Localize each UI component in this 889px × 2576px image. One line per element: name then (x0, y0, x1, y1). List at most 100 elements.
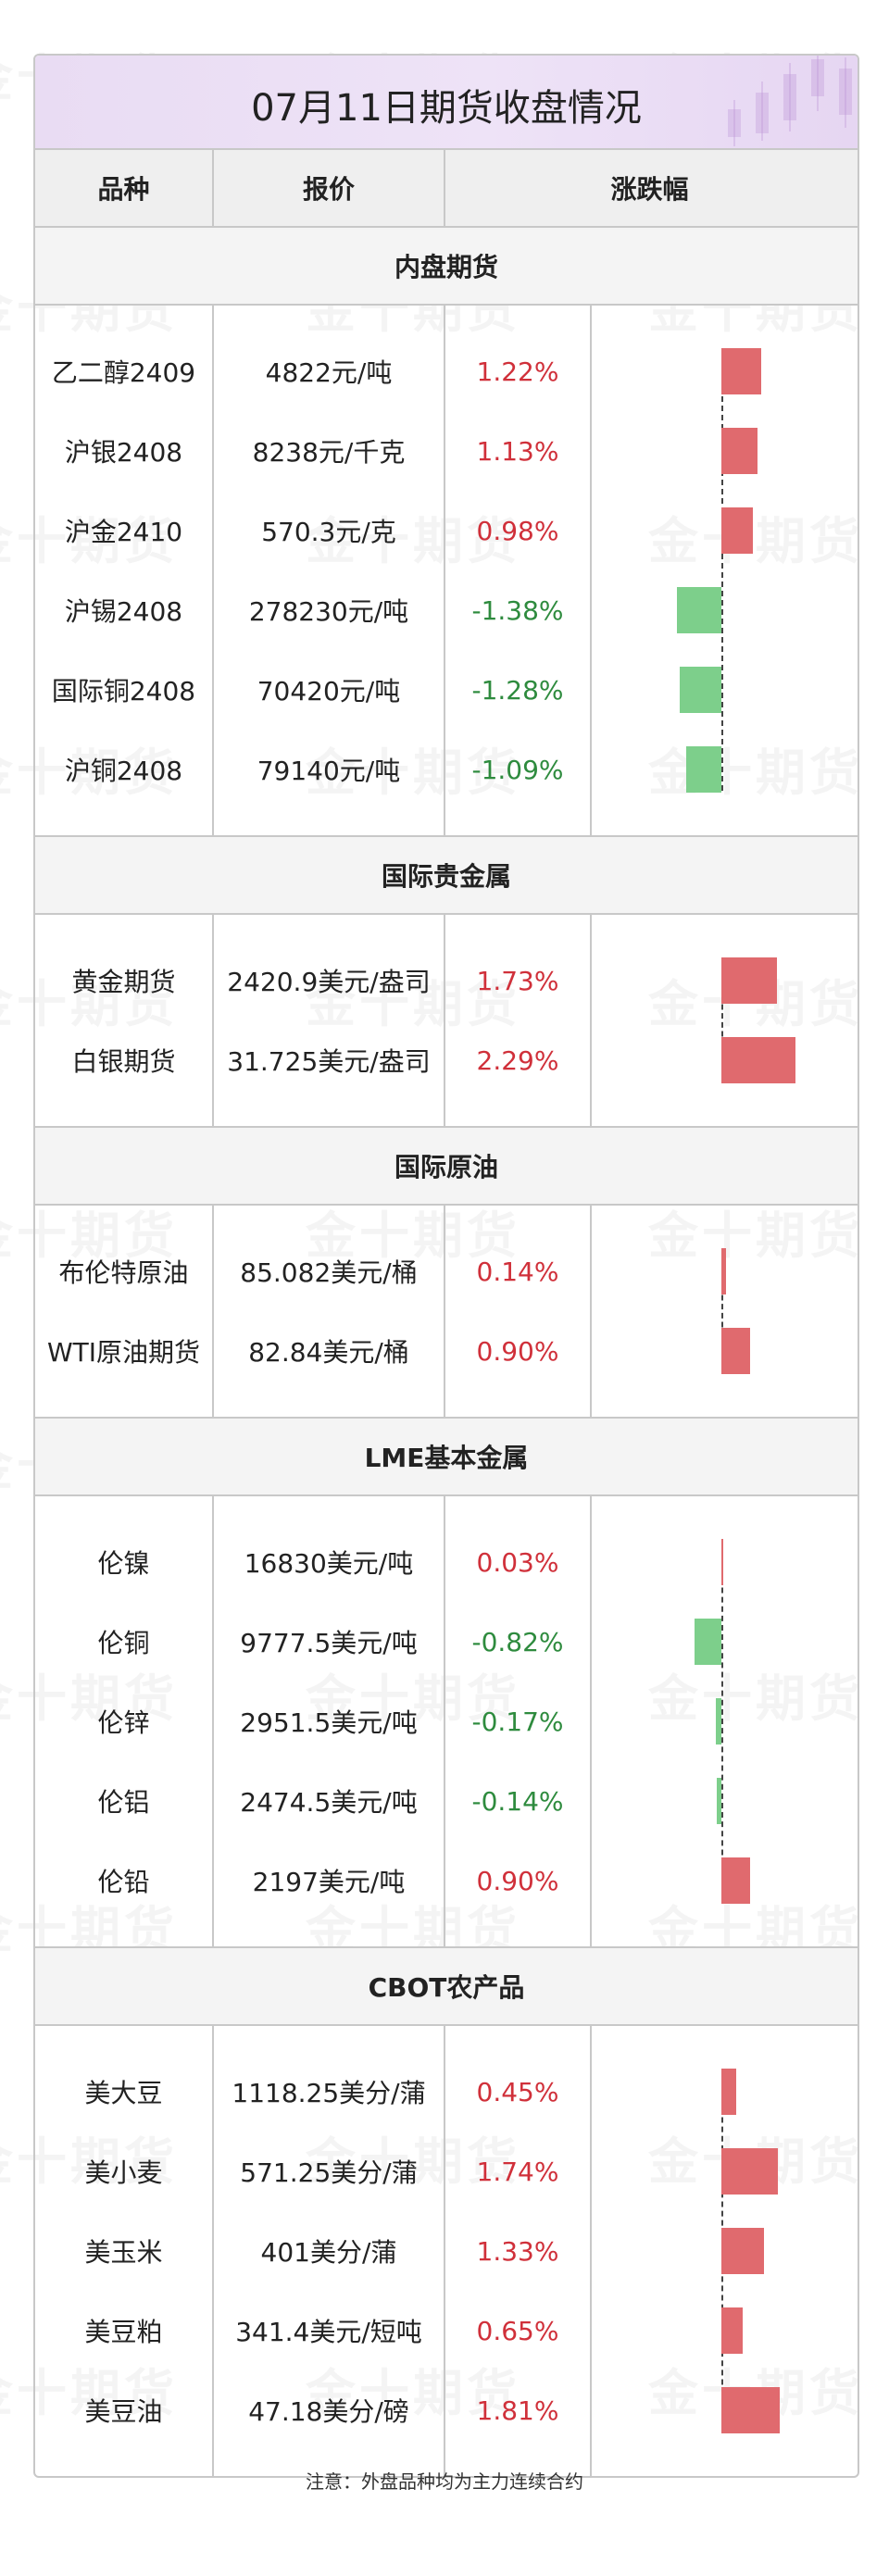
price-value: 9777.5美元/吨 (240, 1628, 418, 1658)
change-bar (716, 1698, 721, 1744)
price-value: 79140元/吨 (257, 756, 401, 786)
section-title: 内盘期货 (35, 228, 858, 306)
bar-column (592, 306, 854, 835)
bar-row (592, 941, 854, 1020)
change-column: 1.22% 1.13% 0.98% -1.38% -1.28% -1.09% (445, 306, 592, 835)
price-value: 85.082美元/桶 (240, 1257, 418, 1288)
bar-chart (592, 1522, 854, 1920)
variety-column: 美大豆 美小麦 美玉米 美豆粕 美豆油 (35, 2026, 214, 2476)
price-value: 571.25美分/蒲 (240, 2157, 418, 2188)
bar-row (592, 1020, 854, 1100)
price-column: 2420.9美元/盎司 31.725美元/盎司 (214, 915, 445, 1126)
bar-row (592, 2370, 854, 2450)
bar-row (592, 2052, 854, 2132)
bar-column (592, 1206, 854, 1417)
change-bar (721, 2307, 743, 2354)
bar-row (592, 2132, 854, 2211)
change-percent: -0.14% (471, 1785, 564, 1817)
variety-name: 伦镍 (97, 1548, 150, 1579)
price-value: 570.3元/克 (261, 517, 396, 547)
variety-column: 黄金期货 白银期货 (35, 915, 214, 1126)
price-value: 70420元/吨 (257, 676, 401, 707)
change-percent: 0.90% (476, 1865, 559, 1896)
header-price: 报价 (214, 150, 445, 226)
change-percent: 2.29% (476, 1044, 559, 1076)
section-body: 伦镍 伦铜 伦锌 伦铝 伦铅 16830美元/吨 9777.5美元/吨 2951.5美元/吨 2… (35, 1496, 858, 1948)
change-percent: 0.14% (476, 1256, 559, 1287)
price-value: 2420.9美元/盎司 (227, 967, 431, 997)
bar-row (592, 1311, 854, 1391)
variety-name: 美玉米 (84, 2237, 163, 2268)
change-bar (695, 1619, 721, 1665)
bar-row (592, 1232, 854, 1311)
section-title: CBOT农产品 (35, 1948, 858, 2026)
change-percent: 0.98% (476, 515, 559, 546)
change-percent: 1.22% (476, 356, 559, 387)
price-value: 341.4美元/短吨 (235, 2317, 422, 2347)
change-percent: -0.82% (471, 1626, 564, 1657)
variety-name: 伦铝 (97, 1787, 150, 1818)
variety-name: 沪金2410 (64, 517, 183, 547)
change-bar (721, 1857, 751, 1904)
price-value: 2197美元/吨 (252, 1867, 406, 1897)
bar-row (592, 331, 854, 411)
change-percent: -0.17% (471, 1706, 564, 1737)
section-title: LME基本金属 (35, 1419, 858, 1496)
bar-row (592, 1841, 854, 1920)
bar-column (592, 2026, 854, 2476)
price-value: 1118.25美分/蒲 (232, 2078, 426, 2108)
section-body: 乙二醇2409 沪银2408 沪金2410 沪锡2408 国际铜2408 沪铜2408 48… (35, 306, 858, 837)
bar-row (592, 411, 854, 491)
price-column: 85.082美元/桶 82.84美元/桶 (214, 1206, 445, 1417)
change-percent: 0.90% (476, 1335, 559, 1367)
variety-name: 乙二醇2409 (51, 357, 196, 388)
change-column: 1.73% 2.29% (445, 915, 592, 1126)
variety-name: WTI原油期货 (46, 1337, 201, 1368)
variety-name: 美豆粕 (84, 2317, 163, 2347)
bar-row (592, 2291, 854, 2370)
section-title: 国际贵金属 (35, 837, 858, 915)
variety-column: 乙二醇2409 沪银2408 沪金2410 沪锡2408 国际铜2408 沪铜2408 (35, 306, 214, 835)
bar-chart (592, 1232, 854, 1391)
table-sections: 内盘期货 乙二醇2409 沪银2408 沪金2410 沪锡2408 国际铜2408 沪铜24… (35, 228, 858, 2476)
change-percent: -1.38% (471, 594, 564, 626)
change-column: 0.14% 0.90% (445, 1206, 592, 1417)
change-bar (721, 1539, 723, 1585)
change-bar (721, 1248, 726, 1294)
variety-name: 美豆油 (84, 2396, 163, 2427)
change-bar (721, 2069, 736, 2115)
change-percent: 0.03% (476, 1546, 559, 1578)
change-percent: 1.33% (476, 2235, 559, 2267)
change-bar (721, 1037, 795, 1083)
change-percent: -1.09% (471, 754, 564, 785)
price-column: 1118.25美分/蒲 571.25美分/蒲 401美分/蒲 341.4美元/短吨 47… (214, 2026, 445, 2476)
table-header: 品种 报价 涨跌幅 (35, 150, 858, 228)
variety-name: 伦锌 (97, 1707, 150, 1738)
change-bar (721, 1328, 751, 1374)
bar-row (592, 650, 854, 730)
change-bar (680, 667, 721, 713)
variety-name: 沪银2408 (64, 437, 183, 468)
variety-name: 沪铜2408 (64, 756, 183, 786)
change-percent: 0.45% (476, 2076, 559, 2107)
bar-chart (592, 331, 854, 809)
price-value: 31.725美元/盎司 (227, 1046, 431, 1077)
change-percent: -1.28% (471, 674, 564, 706)
footnote: 注意：外盘品种均为主力连续合约 (306, 2470, 583, 2493)
variety-name: 黄金期货 (71, 967, 176, 997)
page-title: 07月11日期货收盘情况 (251, 87, 642, 130)
header-variety: 品种 (35, 150, 214, 226)
variety-name: 美大豆 (84, 2078, 163, 2108)
change-bar (717, 1778, 721, 1824)
bar-row (592, 1522, 854, 1602)
bar-row (592, 570, 854, 650)
title-bar: 07月11日期货收盘情况 (35, 56, 858, 150)
variety-column: 伦镍 伦铜 伦锌 伦铝 伦铅 (35, 1496, 214, 1946)
zero-axis (721, 1541, 723, 1902)
price-value: 4822元/吨 (265, 357, 393, 388)
change-percent: 1.73% (476, 965, 559, 996)
section-body: 黄金期货 白银期货 2420.9美元/盎司 31.725美元/盎司 1.73% 2.29% (35, 915, 858, 1128)
change-column: 0.45% 1.74% 1.33% 0.65% 1.81% (445, 2026, 592, 2476)
change-bar (721, 428, 758, 474)
price-value: 278230元/吨 (248, 596, 409, 627)
